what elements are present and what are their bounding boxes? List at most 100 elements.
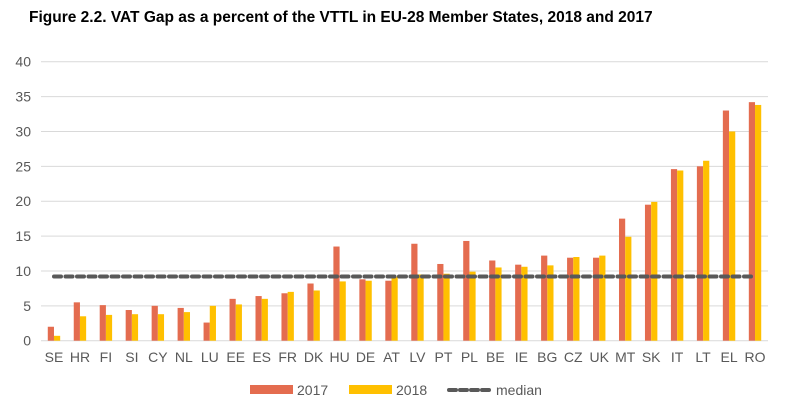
x-tick-label: IT [671,349,684,365]
chart-title: Figure 2.2. VAT Gap as a percent of the … [29,9,653,26]
y-tick-label: 15 [15,228,31,244]
x-tick-label: PT [435,349,453,365]
bar-2017 [385,280,392,341]
bar-2017 [489,260,496,341]
bar-2017 [541,255,548,341]
x-tick-label: NL [175,349,193,365]
x-tick-label: ES [252,349,271,365]
legend-label-2017: 2017 [297,382,328,398]
x-tick-label: CZ [564,349,583,365]
bar-2018 [755,104,762,341]
bar-2017 [151,305,158,341]
x-axis-ticks: SE HR FI SI CY NL LU EE ES FR DK HU DE AT LV PT PL BE IE BG… [45,349,766,365]
bar-2018 [183,312,191,341]
bar-2018 [209,305,216,341]
bar-2018 [391,276,398,341]
bar-2018 [573,257,580,341]
x-tick-label: RO [745,349,766,365]
x-tick-label: LV [409,349,426,365]
y-tick-label: 20 [15,193,31,209]
bars [47,102,762,341]
bar-2017 [333,246,340,341]
x-tick-label: AT [383,349,400,365]
y-tick-label: 10 [15,263,31,279]
x-tick-label: EL [720,349,737,365]
x-tick-label: LT [695,349,711,365]
bar-2018 [651,201,658,341]
bar-2018 [495,267,502,341]
x-tick-label: LU [201,349,219,365]
bar-2018 [261,298,268,341]
bar-2017 [125,310,132,341]
x-tick-label: SI [125,349,138,365]
bar-2017 [411,243,418,341]
bar-2018 [547,265,554,341]
bar-2018 [235,304,242,341]
bar-2017 [567,257,574,341]
bar-2017 [229,298,236,341]
bar-2017 [748,102,756,341]
bar-2018 [131,314,139,341]
bar-2018 [703,160,710,341]
legend-label-2018: 2018 [396,382,427,398]
bar-2017 [722,110,730,341]
bar-2018 [417,274,424,341]
bar-2018 [469,271,476,341]
bar-2018 [157,314,165,341]
bar-2017 [73,302,80,341]
bar-2018 [287,291,294,341]
bar-2017 [203,322,210,341]
legend-label-median: median [496,382,542,398]
bar-2017 [359,279,366,341]
y-tick-label: 35 [15,89,31,105]
legend-swatch-2017 [250,385,293,394]
y-tick-label: 40 [15,54,31,70]
x-tick-label: IE [515,349,528,365]
bar-2018 [599,255,606,341]
x-tick-label: SE [45,349,64,365]
bar-2017 [99,305,106,341]
bar-2017 [177,307,184,341]
x-tick-label: EE [226,349,245,365]
bar-2017 [281,293,288,341]
bar-2017 [593,257,600,341]
x-tick-label: DE [356,349,375,365]
y-tick-label: 5 [23,298,31,314]
bar-2017 [255,296,262,341]
x-tick-label: MT [615,349,636,365]
bar-2018 [313,290,320,341]
bar-2017 [47,326,54,341]
bar-2018 [53,335,61,341]
x-tick-label: BG [537,349,557,365]
bar-2017 [307,283,314,341]
bar-2017 [670,169,678,341]
x-tick-label: SK [642,349,661,365]
bar-2018 [105,314,113,341]
x-tick-label: HU [329,349,349,365]
bar-2018 [677,170,684,341]
y-axis-ticks: 0 5 10 15 20 25 30 35 40 [15,54,31,349]
legend-swatch-2018 [349,385,392,394]
legend: 2017 2018 median [250,382,542,398]
bar-2017 [463,240,470,341]
bar-2018 [443,273,450,341]
x-tick-label: BE [486,349,505,365]
x-tick-label: DK [304,349,324,365]
x-tick-label: CY [148,349,168,365]
gridlines [41,61,768,342]
y-tick-label: 25 [15,158,31,174]
x-tick-label: FR [278,349,297,365]
bar-2018 [729,131,736,341]
x-tick-label: PL [461,349,478,365]
bar-2018 [625,236,632,341]
x-tick-label: HR [70,349,90,365]
bar-2018 [79,316,87,341]
bar-2017 [696,166,704,341]
y-tick-label: 30 [15,123,31,139]
x-tick-label: UK [590,349,610,365]
x-tick-label: FI [100,349,112,365]
bar-2018 [339,281,346,341]
bar-2018 [521,266,528,341]
bar-2018 [365,280,372,341]
